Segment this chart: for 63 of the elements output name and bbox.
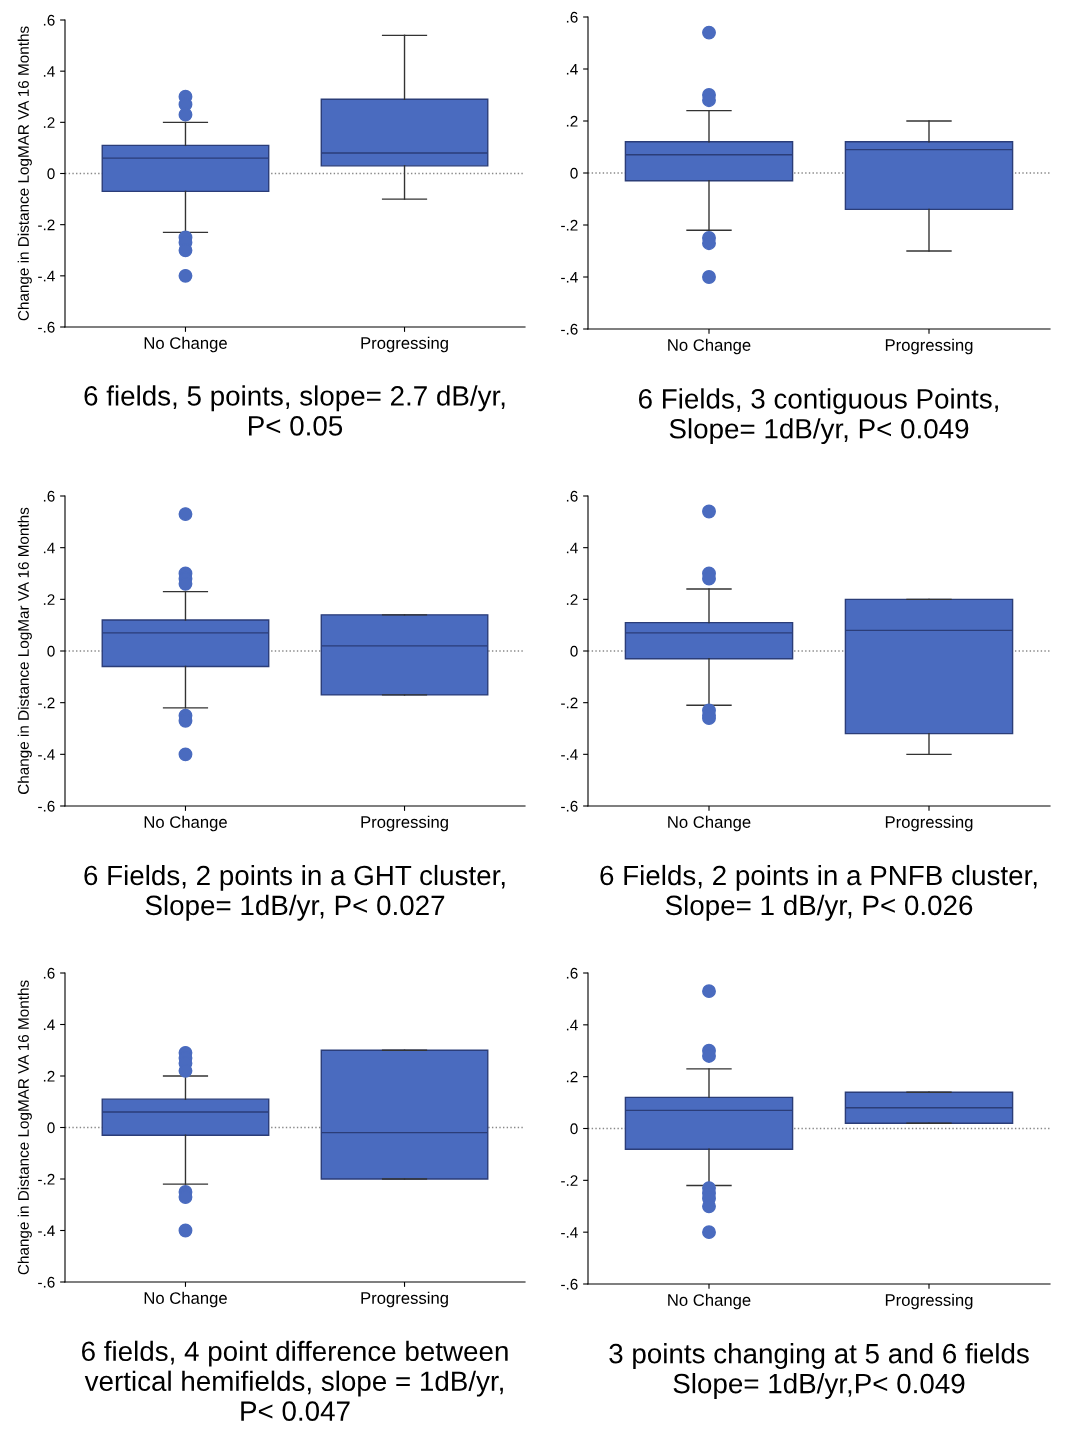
y-tick-label: .2 bbox=[43, 1070, 55, 1082]
text: 6 Fields, 2 points in a GHT cluster, Slope= 1dB/yr, P< 0.027 bbox=[84, 864, 505, 921]
y-axis-title: Change in Distance LogMAR VA 16 Months bbox=[17, 26, 32, 321]
text: 6 fields, 4 point difference between vertical hemifields, slope = 1dB/yr, P< 0.047 bbox=[82, 1340, 508, 1421]
y-tick-label: .4 bbox=[566, 1019, 578, 1031]
x-tick-label: No Change bbox=[144, 336, 227, 353]
x-tick-label: No Change bbox=[144, 1291, 227, 1308]
text: 6 Fields, 3 contiguous Points, Slope= 1dB/yr, P< 0.049 bbox=[638, 388, 998, 445]
y-tick-label: -.4 bbox=[561, 1227, 578, 1238]
y-tick-label: -.2 bbox=[38, 697, 55, 709]
y-tick-label: -.2 bbox=[561, 219, 578, 231]
y-tick-label: 0 bbox=[47, 1122, 55, 1134]
text: 6 fields, 5 points, slope= 2.7 dB/yr, P< 0.05 bbox=[84, 385, 505, 436]
x-tick-label: No Change bbox=[668, 1293, 751, 1310]
y-tick-label: .4 bbox=[43, 66, 55, 77]
y-tick-label: .4 bbox=[43, 1019, 55, 1031]
x-tick-label: Progressing bbox=[361, 336, 448, 353]
y-tick-label: 0 bbox=[570, 167, 578, 179]
y-tick-label: .4 bbox=[43, 542, 55, 554]
y-tick-label: .2 bbox=[566, 594, 578, 605]
y-tick-label: -.6 bbox=[561, 323, 578, 335]
y-tick-label: 0 bbox=[47, 645, 55, 657]
y-axis-title: Change in Distance LogMar VA 16 Months bbox=[17, 507, 32, 795]
y-tick-label: -.4 bbox=[38, 1225, 55, 1237]
x-tick-label: Progressing bbox=[361, 815, 448, 832]
x-tick-label: Progressing bbox=[885, 815, 973, 832]
x-tick-label: No Change bbox=[668, 815, 751, 832]
y-tick-label: .6 bbox=[43, 490, 55, 502]
y-tick-label: -.2 bbox=[38, 1173, 55, 1185]
y-tick-label: -.6 bbox=[38, 321, 55, 333]
y-tick-label: -.6 bbox=[561, 1278, 578, 1290]
y-tick-label: .6 bbox=[566, 967, 578, 979]
y-tick-label: .6 bbox=[566, 11, 578, 23]
y-tick-label: .6 bbox=[566, 490, 578, 502]
y-tick-label: -.2 bbox=[561, 697, 578, 709]
y-tick-label: 0 bbox=[570, 645, 578, 657]
y-tick-label: .2 bbox=[43, 594, 55, 605]
y-tick-label: .2 bbox=[566, 1071, 578, 1083]
y-tick-label: -.2 bbox=[38, 219, 55, 231]
y-tick-label: .2 bbox=[566, 115, 578, 127]
y-tick-label: -.4 bbox=[561, 272, 578, 283]
y-axis-title: Change in Distance LogMAR VA 16 Months bbox=[17, 980, 32, 1275]
y-tick-label: .2 bbox=[43, 117, 55, 128]
x-tick-label: Progressing bbox=[885, 338, 973, 355]
y-tick-label: -.6 bbox=[38, 800, 55, 812]
x-tick-label: Progressing bbox=[361, 1291, 448, 1308]
x-tick-label: No Change bbox=[668, 338, 751, 355]
y-tick-label: -.4 bbox=[38, 749, 55, 760]
y-tick-label: -.4 bbox=[38, 270, 55, 282]
text: 6 Fields, 2 points in a PNFB cluster, Slope= 1 dB/yr, P< 0.026 bbox=[600, 864, 1037, 921]
y-tick-label: .4 bbox=[566, 64, 578, 75]
text: 3 points changing at 5 and 6 fields Slope= 1dB/yr,P< 0.049 bbox=[609, 1343, 1029, 1399]
y-tick-label: -.6 bbox=[38, 1276, 55, 1288]
y-tick-label: .6 bbox=[43, 14, 55, 26]
y-tick-label: .4 bbox=[566, 542, 578, 554]
y-tick-label: 0 bbox=[47, 168, 55, 180]
y-tick-label: 0 bbox=[570, 1123, 578, 1135]
y-tick-label: .6 bbox=[43, 967, 55, 979]
y-tick-label: -.2 bbox=[561, 1175, 578, 1186]
y-tick-label: -.4 bbox=[561, 749, 578, 760]
x-tick-label: No Change bbox=[144, 815, 227, 832]
x-tick-label: Progressing bbox=[885, 1293, 973, 1310]
y-tick-label: -.6 bbox=[561, 800, 578, 812]
